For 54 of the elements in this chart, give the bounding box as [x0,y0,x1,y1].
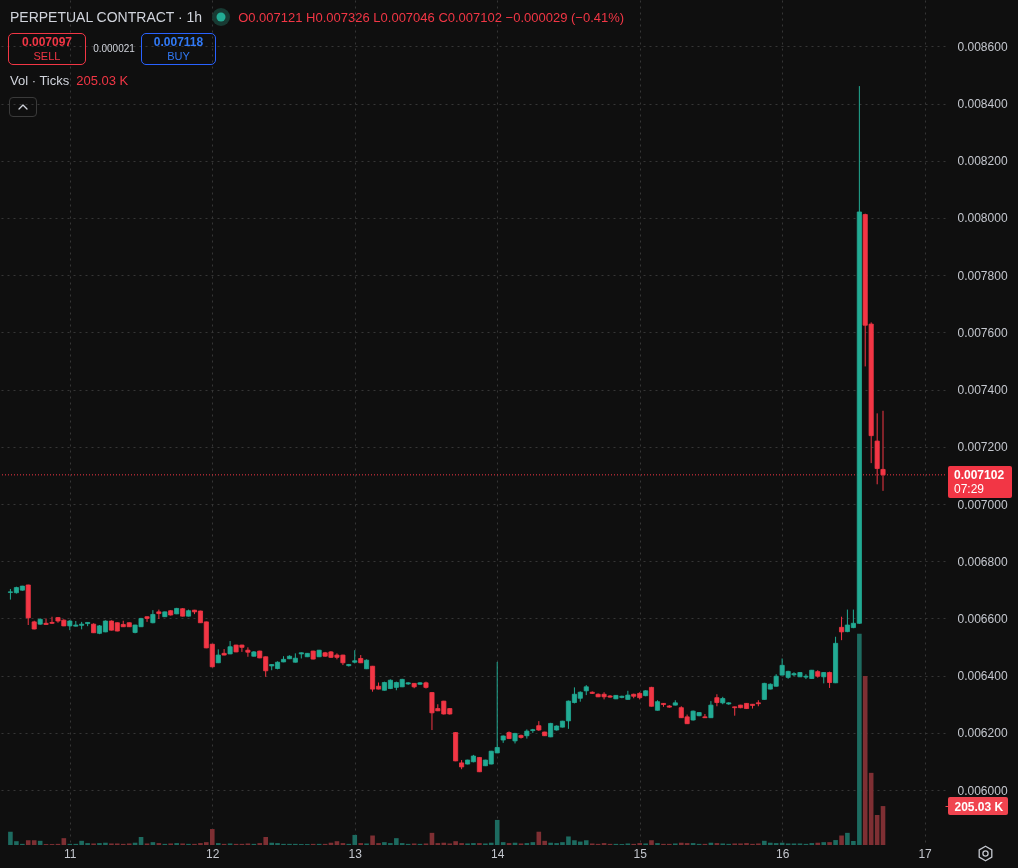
annotation: Vol · Ticks [10,73,70,88]
y-tick-label: 0.006600 [957,611,1008,626]
annotation: 0.007118 [153,35,204,49]
candlestick [702,713,708,719]
sell-button[interactable]: 0.007097 SELL [8,33,86,65]
y-tick-label: 0.006000 [957,783,1008,798]
collapse-button[interactable] [9,97,37,117]
annotation: 0.007097 [21,35,73,49]
bar [833,840,838,845]
price-tag: 0.007102 07:29 [948,465,1012,498]
y-tick-label: 0.008200 [957,154,1008,169]
y-tick-label: 0.006200 [957,726,1008,741]
x-tick-label: 16 [775,846,790,861]
bar [150,842,156,845]
y-tick-label: 0.008400 [957,97,1008,112]
y-tick-label: 0.007000 [957,497,1008,512]
y2-tick-label: 205.03 K [954,799,1004,814]
candlestick [156,609,162,620]
candlestick [245,646,251,658]
y-tick-label: 0.008000 [957,211,1008,226]
annotation: 205.03 K [76,73,129,88]
annotation: 0.000021 [92,43,136,54]
bar [61,838,67,845]
bar [827,842,832,845]
x-tick-label: 12 [206,846,220,861]
bar [334,841,340,845]
candlestick [144,615,150,623]
bar [839,835,844,845]
y-tick-label: 0.007200 [957,440,1008,455]
x-tick-label: 13 [348,846,363,861]
candlestick [839,616,845,641]
y-tick-label: 0.007600 [957,325,1008,340]
x-tick-label: 11 [64,846,77,861]
candlestick [714,693,720,707]
ref-line-label: 0.007102 [954,467,1006,482]
bar [649,840,654,845]
bar [815,842,821,845]
candlestick [221,648,227,656]
text: O0.007121 H0.007326 L0.007046 C0.007102 −0.000029 (−0.41%) [238,9,625,25]
text: PERPETUAL CONTRACT · 1h [10,9,203,25]
y-tick-label: 0.007800 [957,268,1008,283]
y-tick-label: 0.008600 [957,39,1008,54]
annotation: BUY [167,49,190,63]
y-tick-label: 0.006800 [957,554,1008,569]
x-tick-label: 14 [491,846,505,861]
x-tick-label: 17 [918,846,933,861]
annotation: SELL [33,49,61,63]
candlestick [524,728,530,740]
bar [821,842,827,845]
y-tick-label: 0.007400 [957,383,1008,398]
buy-button[interactable]: 0.007118 BUY [141,33,216,65]
y-tick-label: 0.006400 [957,669,1008,684]
x-tick-label: 15 [633,846,648,861]
bar [530,842,536,845]
